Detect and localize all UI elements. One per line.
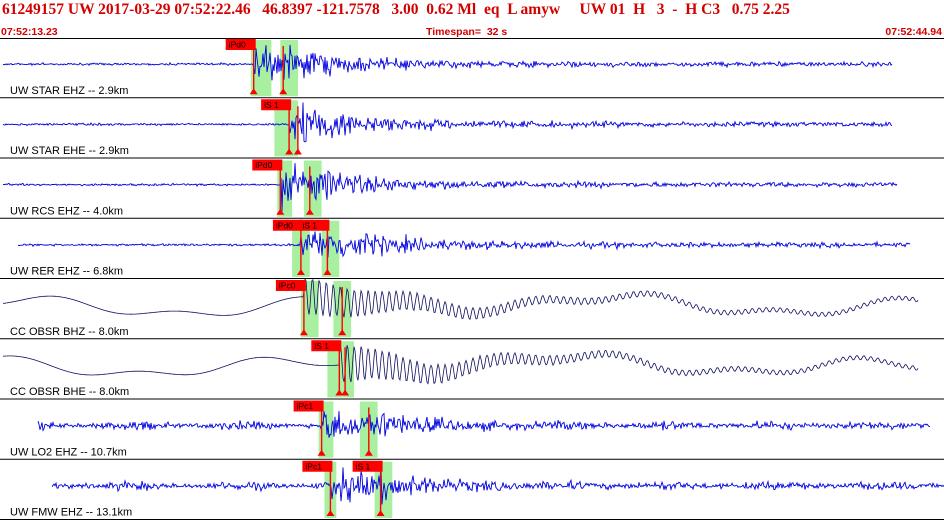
pick-label: iS 1 (356, 461, 371, 471)
waveform-trace (2, 44, 893, 81)
pick-label: iS 1 (264, 100, 279, 110)
timespan-value: 32 s (486, 26, 508, 38)
trace-panel[interactable]: iPd0 UW RCS EHZ -- 4.0km (0, 159, 944, 219)
event-mag-type: Ml (457, 1, 477, 18)
window-start-time: 07:52:13.23 (1, 26, 58, 38)
trace-label: UW LO2 EHZ -- 10.7km (10, 446, 127, 458)
pick-window-highlight (274, 100, 298, 157)
pick-triangle (299, 329, 308, 336)
event-count: 3 (656, 1, 665, 18)
pick-flag[interactable] (352, 460, 383, 472)
pick-triangle (305, 208, 314, 215)
waveform-trace (2, 278, 919, 321)
waveform-trace (2, 163, 898, 212)
pick-window-highlight (327, 341, 343, 398)
pick-window-highlight (342, 341, 354, 398)
event-id: 61249157 (2, 1, 64, 18)
pick-flag[interactable] (252, 159, 283, 171)
timespan-label: Timespan= (426, 26, 481, 38)
trace-label: CC OBSR BHE -- 8.0km (10, 386, 129, 398)
event-summary-line: 61249157 UW 2017-03-29 07:52:22.46 46.83… (2, 1, 790, 19)
seismogram-panel[interactable]: iPd0 UW STAR EHZ -- 2.9km iS 1 UW STAR EHE … (0, 38, 944, 520)
event-pick-quality: H C3 (685, 1, 721, 18)
pick-triangle (326, 510, 335, 516)
trace-panel[interactable]: iPc0 CC OBSR BHZ -- 8.0km (0, 278, 944, 340)
pick-label: iS 1 (302, 220, 317, 230)
pick-label: iPc0 (279, 281, 296, 291)
pick-triangle (296, 269, 305, 275)
event-dash: - (672, 1, 678, 18)
pick-triangle (364, 449, 373, 456)
trace-label: UW STAR EHZ -- 2.9km (10, 85, 128, 97)
pick-label: iS 1 (314, 341, 329, 351)
pick-label: iPd0 (276, 220, 293, 230)
waveform-trace (17, 231, 911, 258)
pick-flag[interactable] (299, 219, 330, 231)
pick-flag[interactable] (272, 219, 303, 231)
pick-label: iPd0 (255, 160, 272, 170)
pick-flag[interactable] (311, 340, 342, 352)
event-header: 61249157 UW 2017-03-29 07:52:22.46 46.83… (0, 0, 944, 26)
trace-panel[interactable]: iPc1 UW LO2 EHZ -- 10.7km (0, 400, 944, 460)
seismogram-traces[interactable]: iPd0 UW STAR EHZ -- 2.9km iS 1 UW STAR EHE … (0, 38, 944, 520)
event-magnitude: 0.62 (426, 1, 454, 18)
trace-panel[interactable]: iPd0 UW STAR EHZ -- 2.9km (0, 39, 944, 99)
waveform-trace (2, 102, 893, 143)
trace-panel[interactable]: iS 1 CC OBSR BHE -- 8.0km (0, 340, 944, 400)
pick-triangle (323, 269, 332, 275)
pick-triangle (341, 389, 350, 396)
pick-flag[interactable] (302, 460, 333, 472)
window-end-time: 07:52:44.94 (885, 26, 942, 38)
trace-panel[interactable]: iPc1 iS 1 UW FMW EHZ -- 13.1km (0, 460, 944, 520)
trace-label: UW FMW EHZ -- 13.1km (10, 507, 132, 519)
event-quality: H (633, 1, 646, 18)
pick-window-highlight (321, 220, 340, 277)
event-source: UW (579, 1, 606, 18)
pick-triangle (317, 449, 326, 456)
pick-label: iPd0 (229, 40, 246, 50)
event-version: 01 (609, 1, 626, 18)
event-latitude: 46.8397 (262, 1, 313, 18)
event-rms: 0.75 (731, 1, 759, 18)
timespan-readout: Timespan= 32 s (426, 26, 507, 38)
pick-label: iPc1 (297, 401, 314, 411)
pick-triangle (335, 389, 344, 396)
trace-panel[interactable]: iS 1 UW STAR EHE -- 2.9km (0, 99, 944, 159)
trace-label: UW STAR EHE -- 2.9km (10, 145, 129, 157)
pick-triangle (338, 329, 347, 336)
event-type: eq (483, 1, 500, 18)
pick-flag[interactable] (225, 39, 256, 50)
pick-window-highlight (277, 160, 293, 217)
pick-triangle (376, 510, 385, 516)
pick-label: iPc1 (305, 461, 322, 471)
event-longitude: -121.7578 (316, 1, 380, 18)
pick-triangle (285, 148, 294, 155)
event-erh: 2.25 (762, 1, 790, 18)
pick-triangle (276, 208, 285, 215)
waveform-trace (37, 411, 931, 438)
pick-triangle (293, 148, 302, 155)
pick-flag[interactable] (275, 280, 306, 291)
pick-triangle (279, 88, 288, 95)
pick-flag[interactable] (261, 99, 292, 111)
event-local-flag: L (507, 1, 517, 18)
waveform-trace (2, 345, 919, 385)
event-depth: 3.00 (391, 1, 419, 18)
trace-label: CC OBSR BHZ -- 8.0km (10, 326, 129, 338)
event-network: UW (67, 1, 95, 18)
pick-flag[interactable] (293, 400, 324, 412)
waveform-trace (51, 467, 944, 505)
pick-triangle (249, 88, 258, 95)
event-datetime: 2017-03-29 07:52:22.46 (98, 1, 251, 18)
trace-label: UW RCS EHZ -- 4.0km (10, 205, 123, 217)
trace-panel[interactable]: iPd0 iS 1 UW RER EHZ -- 6.8km (0, 219, 944, 279)
trace-label: UW RER EHZ -- 6.8km (10, 266, 123, 278)
event-author: amyw (520, 1, 561, 18)
